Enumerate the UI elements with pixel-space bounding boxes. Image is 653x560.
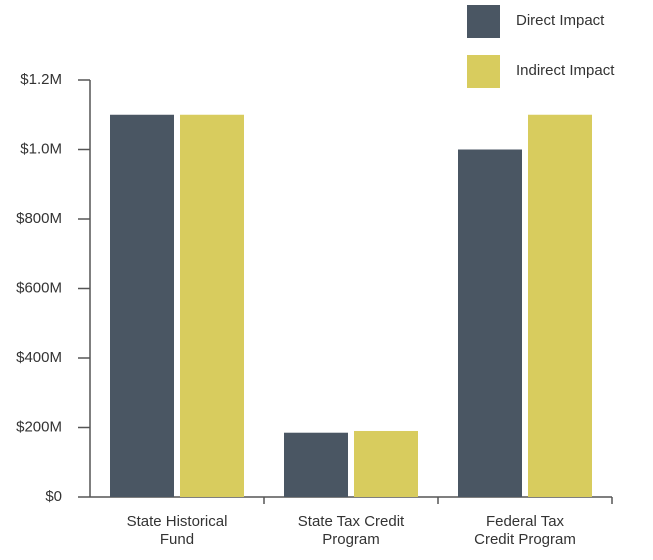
y-tick-label: $1.2M — [20, 71, 62, 88]
x-tick-label: State Tax Credit Program — [297, 513, 405, 548]
bar — [458, 149, 522, 497]
x-tick-label: State Historical Fund — [126, 513, 228, 548]
y-tick-label: $800M — [16, 210, 62, 227]
bar — [110, 114, 174, 497]
legend-swatch — [467, 5, 500, 38]
y-tick-label: $600M — [16, 279, 62, 296]
bar — [284, 432, 348, 497]
legend-swatch — [467, 55, 500, 88]
bar — [180, 114, 244, 497]
legend-label: Direct Impact — [516, 12, 605, 29]
x-tick-label: Federal Tax Credit Program — [474, 513, 576, 548]
y-tick-label: $0 — [45, 488, 62, 505]
bar — [528, 114, 592, 497]
y-tick-label: $1.0M — [20, 140, 62, 157]
y-tick-label: $400M — [16, 349, 62, 366]
bar — [354, 430, 418, 497]
legend-label: Indirect Impact — [516, 62, 615, 79]
y-tick-label: $200M — [16, 418, 62, 435]
